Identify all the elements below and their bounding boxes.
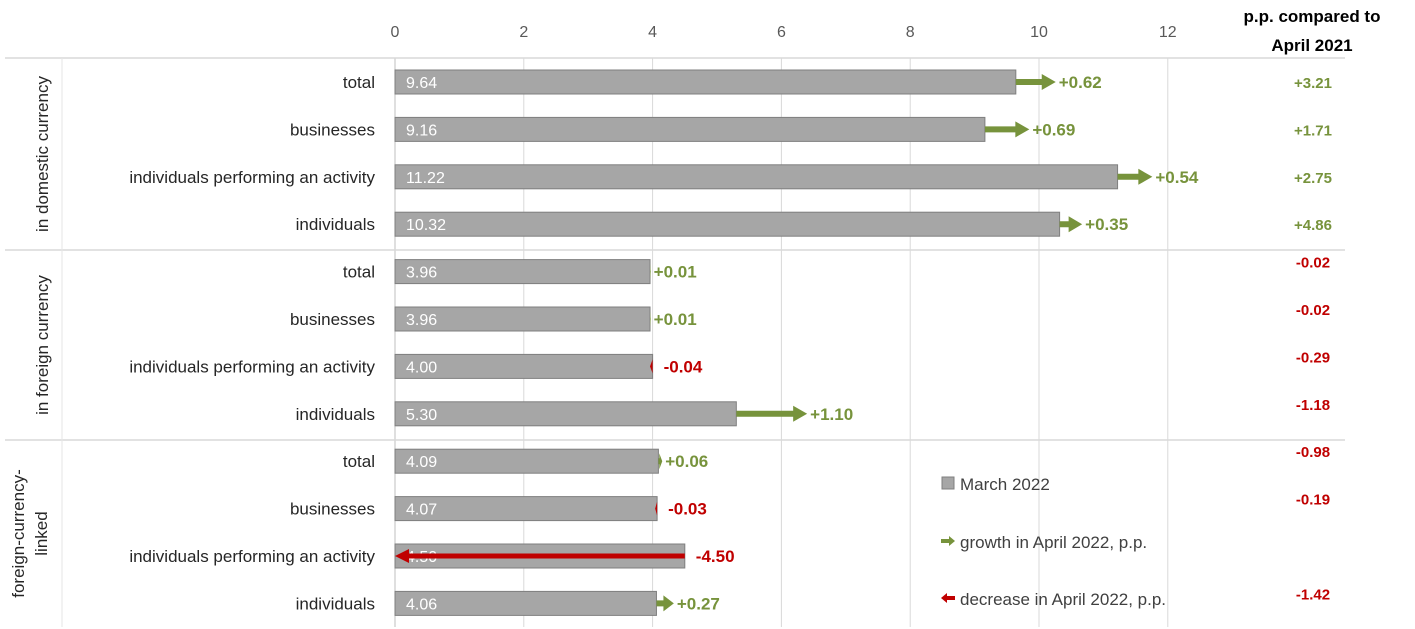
bar-value-label: 10.32 [406, 217, 446, 234]
bar-value-label: 4.06 [406, 596, 437, 613]
change-label: -0.04 [664, 357, 703, 376]
category-label: businesses [290, 120, 375, 139]
gridlines [5, 57, 1345, 627]
bar-value-label: 4.09 [406, 454, 437, 471]
change-label: +0.27 [677, 594, 720, 613]
yoy-value: -1.18 [1296, 397, 1330, 414]
growth-arrow [658, 453, 663, 470]
bar [394, 496, 658, 522]
category-label: individuals [296, 594, 375, 613]
legend-bar-label: March 2022 [960, 475, 1050, 494]
change-label: -0.03 [668, 500, 707, 519]
change-label: +0.54 [1155, 168, 1199, 187]
yoy-header-line-1: p.p. compared to [1244, 7, 1381, 26]
x-tick-label: 0 [391, 24, 400, 41]
category-label: individuals performing an activity [129, 168, 375, 187]
x-tick-label: 2 [519, 24, 528, 41]
legend: March 2022 growth in April 2022, p.p. de… [941, 475, 1166, 609]
category-label: total [343, 263, 375, 282]
bar [394, 259, 651, 285]
group-label: in foreign currency [33, 275, 52, 415]
category-label: total [343, 73, 375, 92]
bar [394, 353, 654, 379]
bar-value-label: 3.96 [406, 265, 437, 282]
yoy-value: -0.19 [1296, 492, 1330, 509]
category-label: individuals performing an activity [129, 547, 375, 566]
growth-arrow [650, 311, 651, 327]
bar-value-label: 4.00 [406, 359, 437, 376]
x-axis: 0 2 4 6 8 10 12 [391, 24, 1177, 41]
x-tick-label: 10 [1030, 24, 1048, 41]
growth-arrow [736, 405, 808, 422]
legend-decrease-label: decrease in April 2022, p.p. [960, 590, 1166, 609]
bar [394, 590, 657, 616]
growth-arrow [1117, 168, 1153, 185]
bar-value-label: 9.16 [406, 122, 437, 139]
yoy-value: +2.75 [1294, 170, 1332, 187]
change-label: +0.69 [1032, 120, 1075, 139]
bar-value-label: 5.30 [406, 407, 437, 424]
decrease-arrow [395, 549, 685, 563]
bar [394, 306, 651, 332]
group-labels: in domestic currency in foreign currency f… [9, 76, 52, 598]
decrease-arrow [650, 359, 653, 374]
growth-arrow [984, 121, 1030, 138]
x-tick-label: 6 [777, 24, 786, 41]
change-label: +0.01 [654, 263, 697, 282]
legend-bar-swatch [941, 476, 955, 490]
bar-value-label: 3.96 [406, 312, 437, 329]
change-label: +0.06 [665, 452, 708, 471]
bar [394, 211, 1061, 237]
bar-value-label: 11.22 [406, 170, 445, 187]
group-label: in domestic currency [33, 76, 52, 232]
yoy-column: p.p. compared to April 2021 +3.21 +1.71 +2… [1244, 7, 1381, 603]
change-label: +0.62 [1059, 73, 1102, 92]
group-label: linked [32, 511, 51, 555]
category-label: businesses [290, 500, 375, 519]
x-tick-label: 12 [1159, 24, 1177, 41]
yoy-value: +1.71 [1294, 122, 1332, 139]
yoy-value: -0.98 [1296, 444, 1330, 461]
yoy-value: -0.02 [1296, 255, 1330, 272]
bar [394, 401, 737, 427]
yoy-value: +3.21 [1294, 75, 1332, 92]
legend-decrease-arrow-icon [941, 593, 955, 603]
group-label: foreign-currency- [9, 469, 28, 598]
growth-arrow [650, 263, 651, 280]
decrease-arrow [655, 501, 658, 516]
legend-growth-label: growth in April 2022, p.p. [960, 533, 1147, 552]
change-label: +0.35 [1085, 215, 1128, 234]
bar [394, 164, 1119, 190]
change-label: +0.01 [654, 310, 697, 329]
x-tick-label: 8 [906, 24, 915, 41]
bar [394, 448, 659, 474]
change-label: -4.50 [696, 547, 735, 566]
bar [394, 69, 1017, 95]
bars: total 9.64 +0.62 businesses 9.16 +0.69 individ… [129, 69, 1199, 616]
category-label: individuals performing an activity [129, 357, 375, 376]
category-label: individuals [296, 215, 375, 234]
category-label: individuals [296, 405, 375, 424]
category-label: businesses [290, 310, 375, 329]
growth-arrow [656, 595, 674, 612]
yoy-value: -0.29 [1296, 349, 1330, 366]
growth-arrow [1015, 74, 1056, 90]
bar-value-label: 9.64 [406, 75, 437, 92]
bar [394, 116, 986, 142]
yoy-value: -1.42 [1296, 586, 1330, 603]
growth-arrow [1059, 216, 1083, 233]
x-tick-label: 4 [648, 24, 657, 41]
category-label: total [343, 452, 375, 471]
yoy-header-line-2: April 2021 [1271, 36, 1352, 55]
yoy-value: +4.86 [1294, 217, 1332, 234]
yoy-value: -0.02 [1296, 302, 1330, 319]
bar-value-label: 4.07 [406, 502, 437, 519]
legend-growth-arrow-icon [941, 536, 955, 546]
change-label: +1.10 [810, 405, 853, 424]
